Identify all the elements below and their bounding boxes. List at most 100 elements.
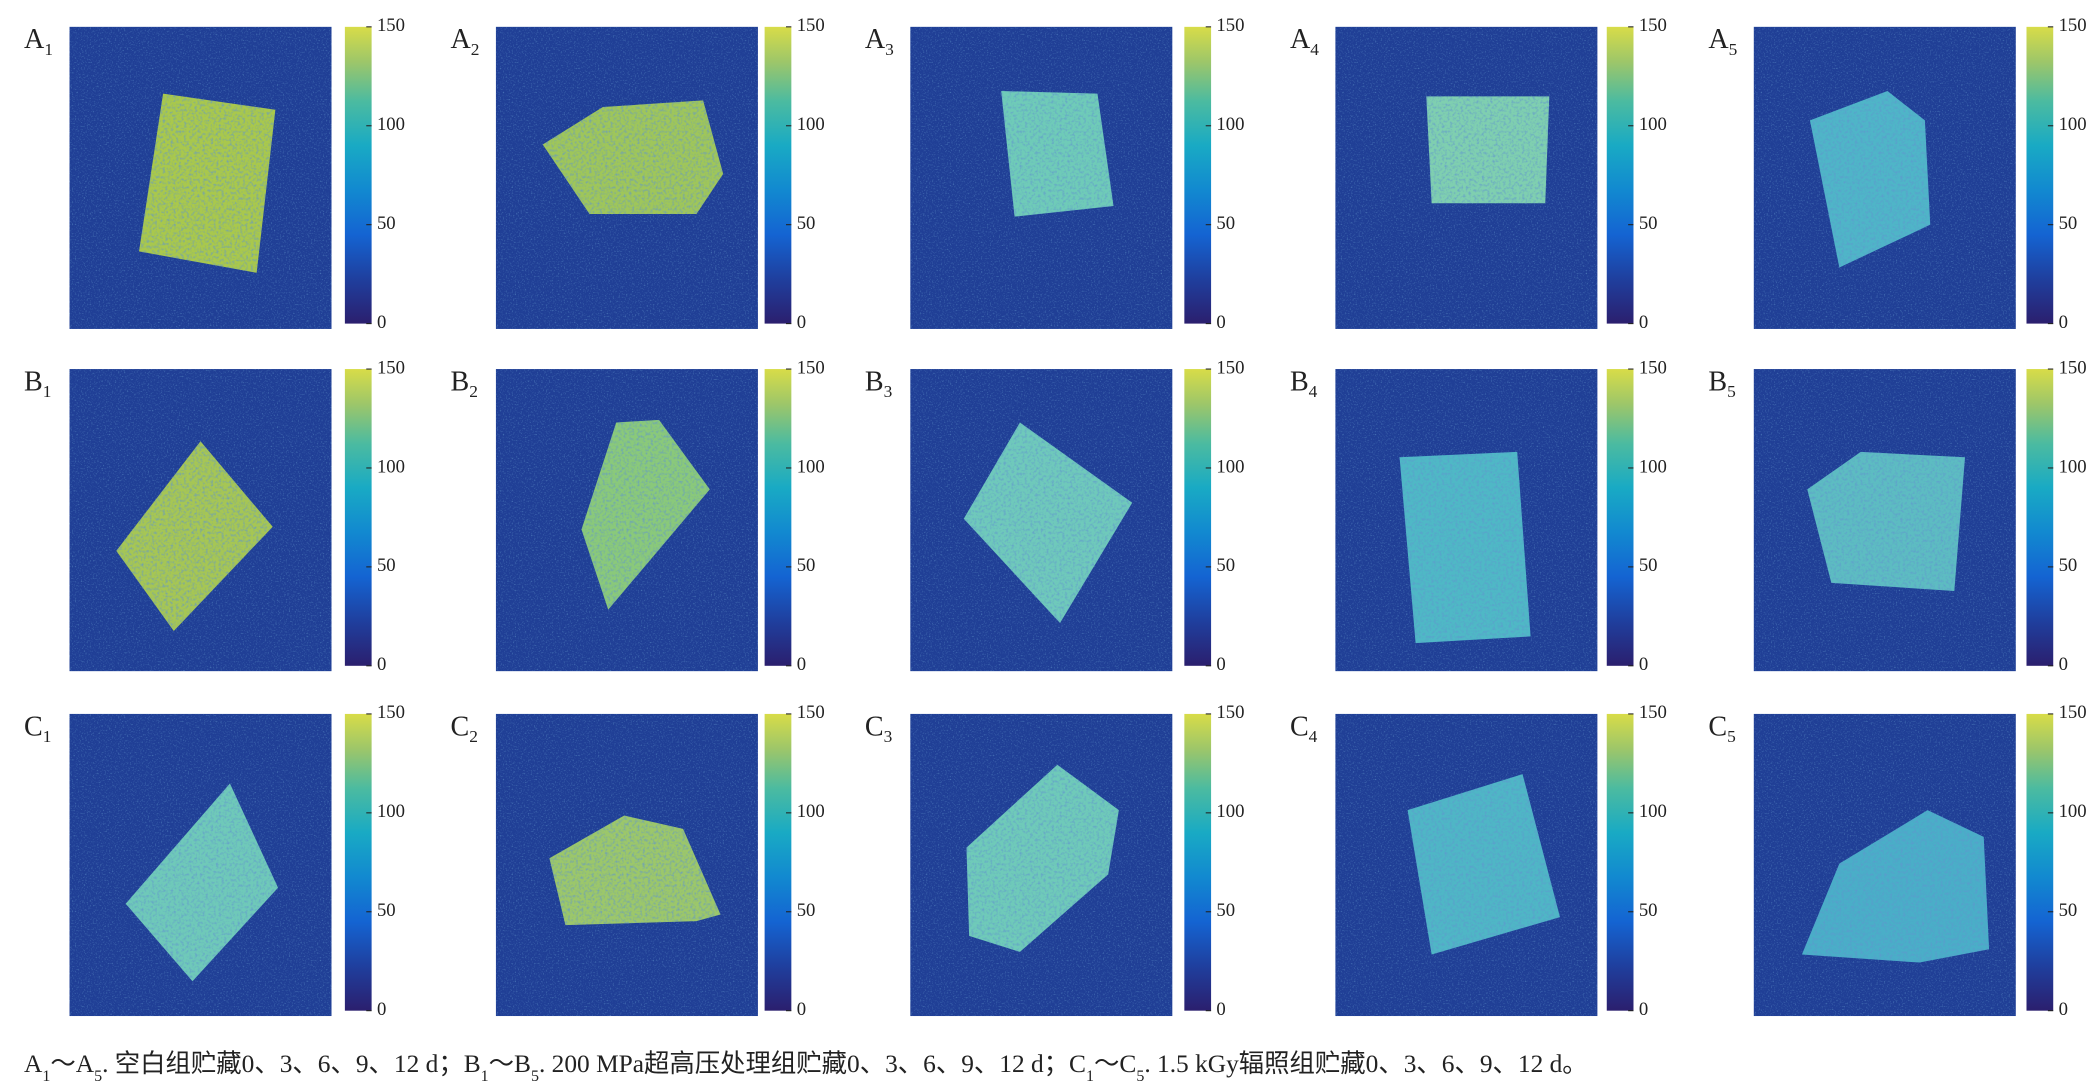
colorbar (1184, 713, 1212, 1011)
colorbar-tick-label: 150 (1216, 15, 1244, 36)
colorbar-tick-label: 0 (2059, 312, 2068, 333)
colorbar-tick-label: 100 (797, 456, 825, 477)
colorbar-tick-label: 100 (2059, 456, 2087, 477)
panel-letter: B (24, 366, 43, 397)
panel-subscript: 4 (1310, 40, 1319, 59)
panel-label: A5 (1708, 24, 1737, 59)
caption-text: ～B (489, 1050, 531, 1078)
colorbar-tick-label: 0 (1216, 312, 1225, 333)
caption-text: . 200 MPa超高压处理组贮藏0、3、6、9、12 d；C (539, 1050, 1086, 1078)
colorbar-tick-label: 50 (377, 555, 396, 576)
colorbar-tick-label: 0 (2059, 999, 2068, 1020)
caption-text: ～C (1094, 1050, 1136, 1078)
panel (1753, 713, 2016, 1017)
panel-letter: A (450, 24, 471, 55)
panel-letter: C (24, 711, 43, 742)
colorbar-tick-label: 50 (1639, 555, 1658, 576)
panel-label: C1 (24, 711, 51, 746)
panel (69, 369, 332, 672)
panel-subscript: 3 (884, 727, 893, 746)
colorbar-tick-label: 50 (1216, 213, 1235, 234)
panel-letter: C (450, 711, 469, 742)
panel-label: C5 (1708, 711, 1735, 746)
panel-label: C2 (450, 711, 477, 746)
panel-label: A3 (865, 24, 894, 59)
panel-letter: B (1708, 366, 1727, 397)
panel-subscript: 4 (1309, 727, 1318, 746)
panel-label: A4 (1290, 24, 1319, 59)
colorbar-tick-label: 0 (797, 654, 806, 675)
panel-label: B5 (1708, 366, 1735, 401)
colorbar-tick-label: 50 (1216, 555, 1235, 576)
sample-texture (1807, 451, 1965, 591)
colorbar-tick-label: 50 (377, 213, 396, 234)
colorbar-tick-label: 50 (2059, 900, 2078, 921)
colorbar (1184, 26, 1212, 324)
panel-letter: B (450, 366, 469, 397)
sample-texture (1426, 96, 1550, 204)
panel-letter: B (1290, 366, 1309, 397)
caption-subscript: 5 (531, 1068, 539, 1085)
panel (1335, 713, 1598, 1017)
panel-subscript: 3 (885, 40, 894, 59)
panel-subscript: 1 (43, 382, 52, 401)
panel-subscript: 2 (469, 727, 478, 746)
colorbar-tick-label: 150 (797, 702, 825, 723)
colorbar-tick-label: 50 (797, 213, 816, 234)
panel-letter: A (1708, 24, 1729, 55)
colorbar-tick-label: 50 (1639, 213, 1658, 234)
panel-label: C4 (1290, 711, 1318, 746)
colorbar-tick-label: 0 (1639, 654, 1648, 675)
caption-subscript: 5 (1136, 1068, 1144, 1085)
panel (495, 369, 758, 672)
panel-label: C3 (865, 711, 892, 746)
colorbar-tick-label: 0 (2059, 654, 2068, 675)
panel-label: A1 (24, 24, 53, 59)
colorbar (344, 369, 372, 666)
colorbar-tick-label: 150 (377, 702, 405, 723)
colorbar-tick-label: 0 (377, 312, 386, 333)
panel (495, 26, 758, 329)
colorbar-tick-label: 50 (797, 900, 816, 921)
colorbar-tick-label: 0 (1216, 999, 1225, 1020)
colorbar (2026, 26, 2054, 324)
colorbar-tick-label: 50 (2059, 213, 2078, 234)
colorbar-tick-label: 0 (1216, 654, 1225, 675)
caption-text: ～A (50, 1050, 94, 1078)
panel-subscript: 3 (884, 382, 893, 401)
colorbar-tick-label: 150 (377, 357, 405, 378)
panel-label: B2 (450, 366, 477, 401)
colorbar-tick-label: 50 (2059, 555, 2078, 576)
colorbar-tick-label: 100 (1639, 801, 1667, 822)
panel-letter: A (24, 24, 45, 55)
colorbar-tick-label: 100 (1639, 114, 1667, 135)
panel-subscript: 5 (1729, 40, 1738, 59)
panel-letter: C (1708, 711, 1727, 742)
colorbar-tick-label: 150 (797, 357, 825, 378)
caption-text: . 1.5 kGy辐照组贮藏0、3、6、9、12 d。 (1144, 1050, 1587, 1078)
colorbar-tick-label: 150 (1639, 702, 1667, 723)
colorbar-tick-label: 100 (1639, 456, 1667, 477)
panel-subscript: 5 (1727, 727, 1736, 746)
panel-letter: C (1290, 711, 1309, 742)
colorbar (2026, 713, 2054, 1011)
colorbar-tick-label: 150 (1216, 357, 1244, 378)
colorbar-tick-label: 50 (1216, 900, 1235, 921)
panel (69, 713, 332, 1017)
colorbar (764, 713, 792, 1011)
colorbar (1184, 369, 1212, 666)
panel-subscript: 2 (471, 40, 480, 59)
colorbar-tick-label: 100 (797, 114, 825, 135)
panel-letter: A (1290, 24, 1311, 55)
panel (69, 26, 332, 329)
panel-subscript: 1 (44, 40, 53, 59)
colorbar-tick-label: 100 (1216, 456, 1244, 477)
caption-subscript: 1 (42, 1068, 50, 1085)
colorbar-tick-label: 150 (1216, 702, 1244, 723)
colorbar-tick-label: 100 (1216, 114, 1244, 135)
colorbar (1606, 26, 1634, 324)
panel (1335, 369, 1598, 672)
caption-subscript: 1 (1086, 1068, 1094, 1085)
panel (910, 369, 1173, 672)
colorbar (2026, 369, 2054, 666)
